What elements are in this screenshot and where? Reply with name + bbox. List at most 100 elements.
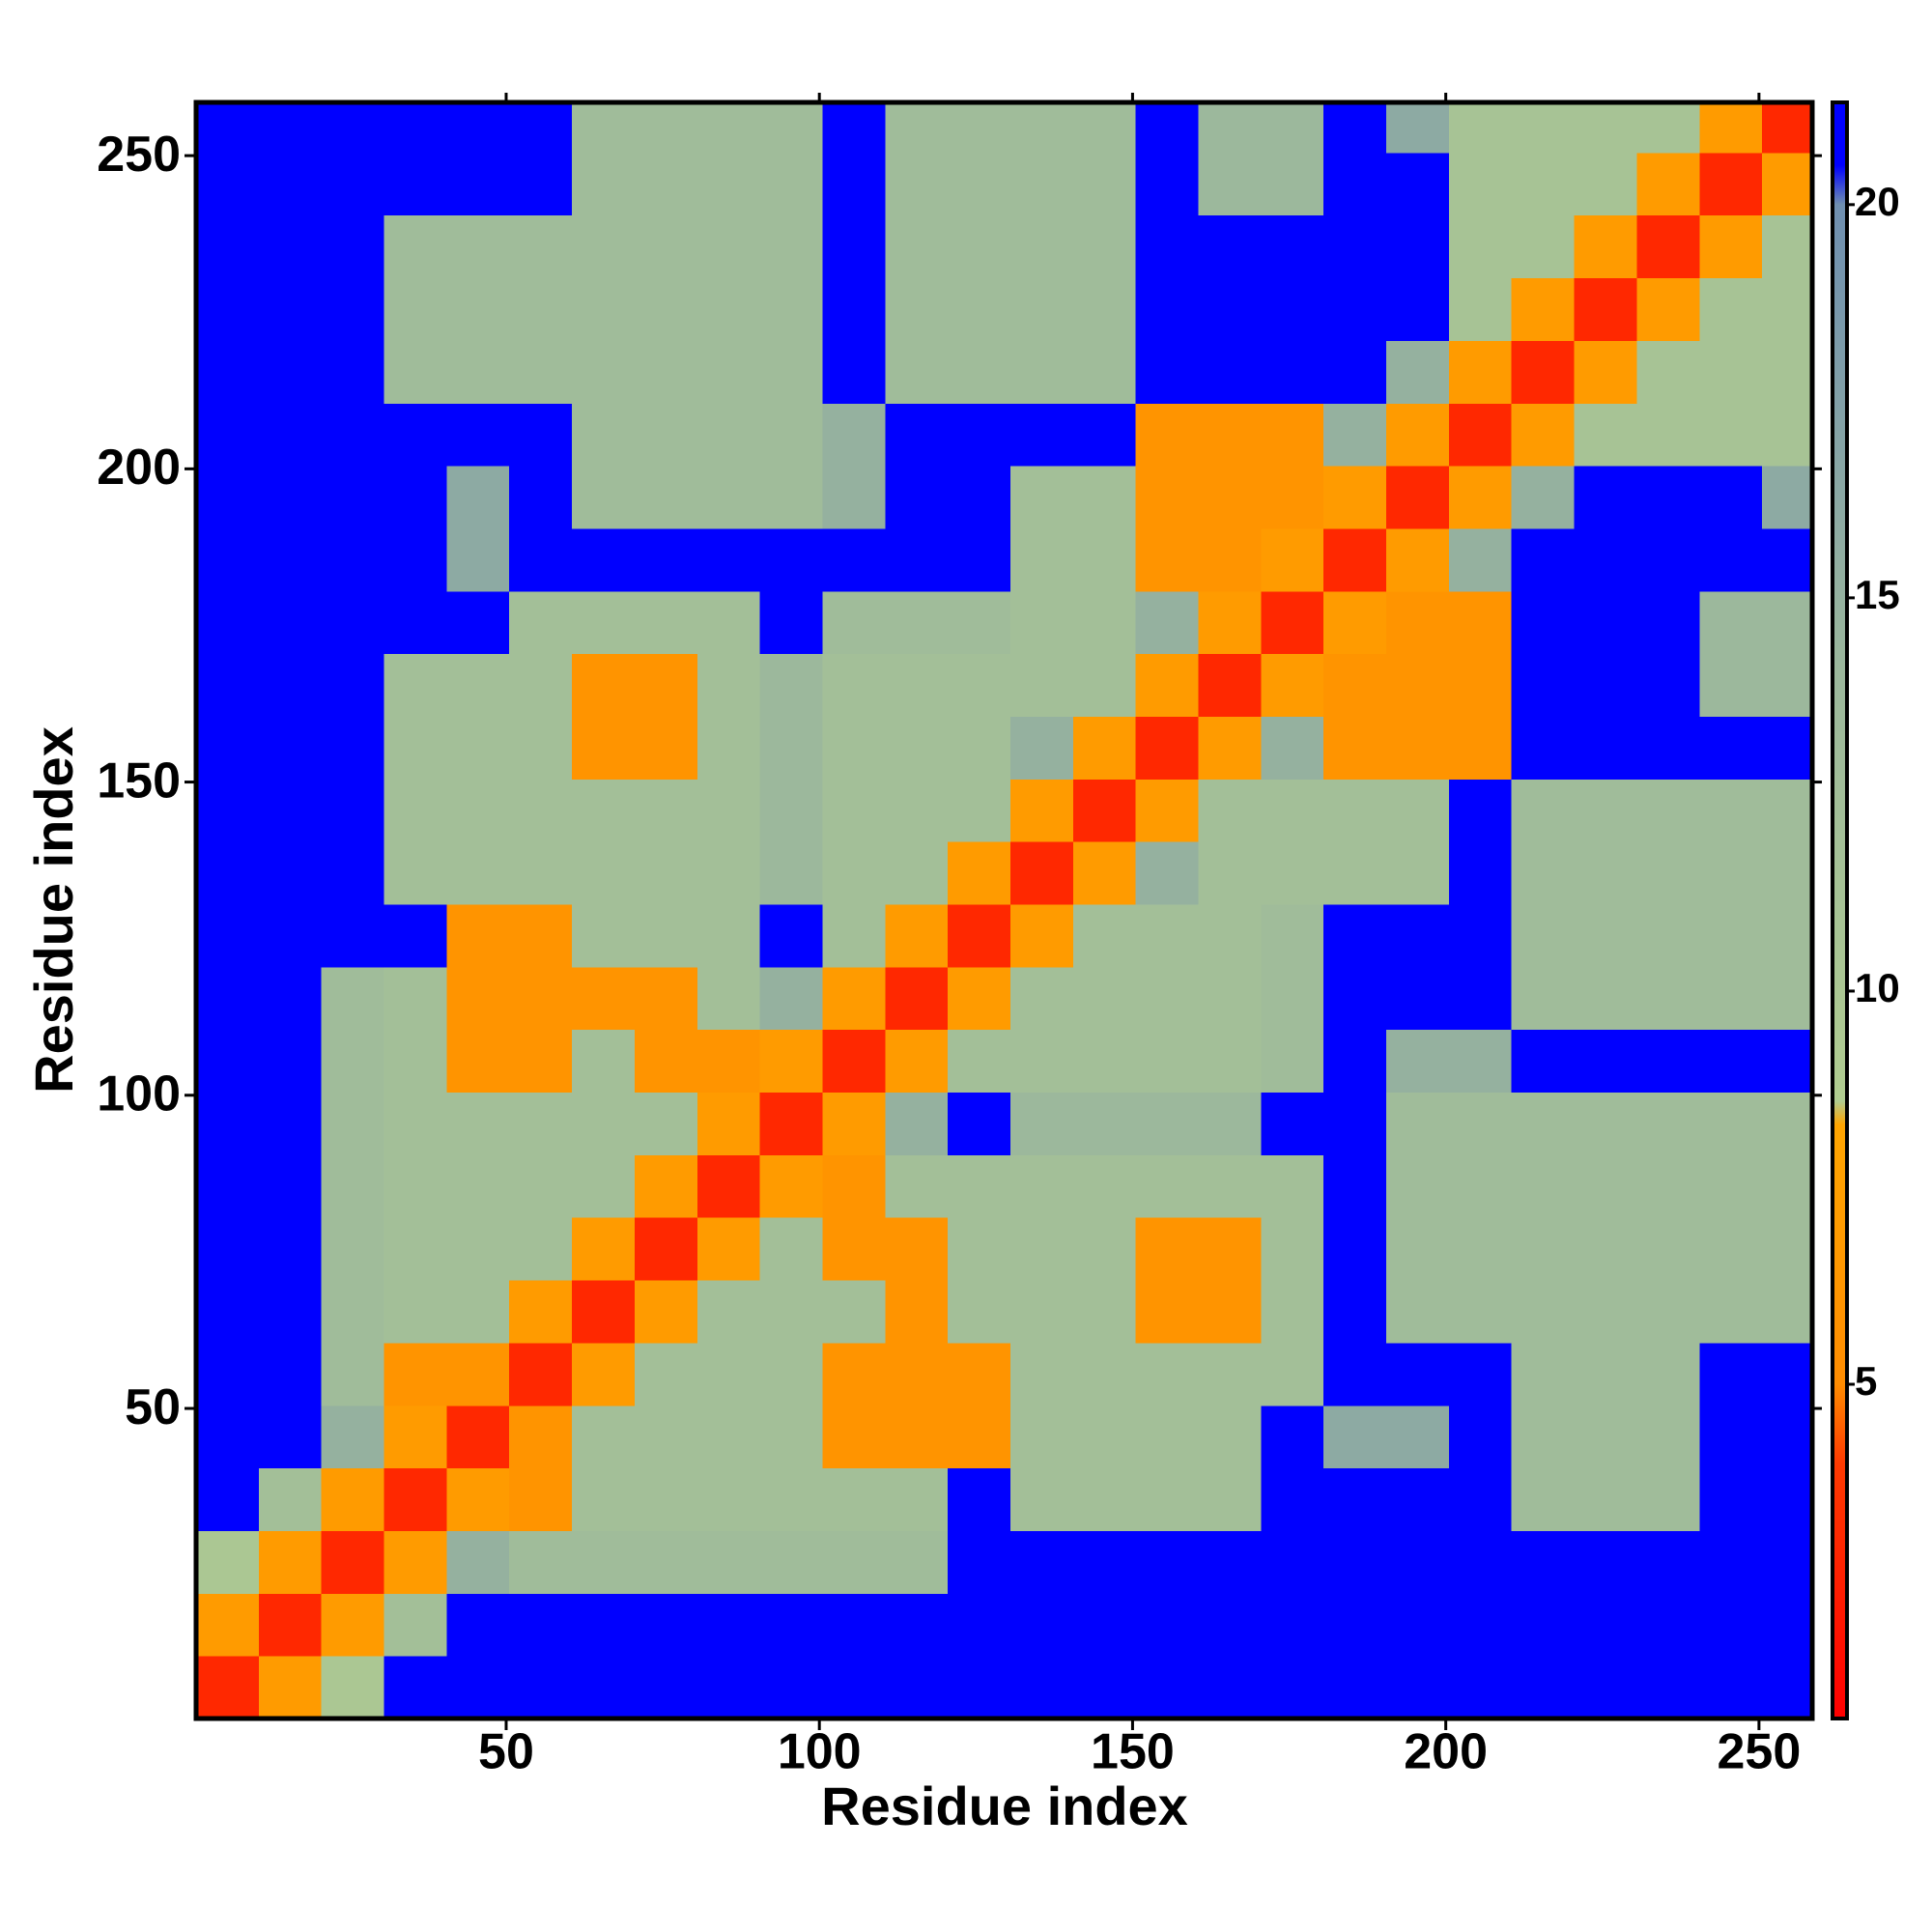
cell [384, 152, 447, 216]
cell [634, 527, 698, 592]
cell [1448, 1029, 1513, 1094]
cell [1323, 590, 1387, 655]
cell [1323, 1467, 1387, 1531]
cell [321, 466, 385, 529]
cell [384, 1154, 447, 1218]
cell [696, 1530, 761, 1594]
cell [509, 841, 573, 905]
cell [1511, 1280, 1576, 1344]
cell [321, 1342, 385, 1406]
cell [1198, 527, 1262, 592]
cell [258, 1530, 323, 1594]
cell [1762, 779, 1813, 842]
cell [1386, 1280, 1450, 1344]
cell [1009, 1467, 1074, 1531]
cell [572, 1154, 636, 1218]
cell [948, 1593, 1011, 1657]
cell [258, 841, 323, 905]
cell [1261, 340, 1324, 404]
cell [1574, 966, 1637, 1031]
cell [384, 403, 447, 467]
cell [196, 1342, 260, 1406]
cell [1511, 1342, 1576, 1406]
cell [634, 340, 698, 404]
cell [1636, 277, 1700, 341]
cell [1448, 1154, 1513, 1218]
cell [759, 1656, 823, 1719]
cell [1323, 466, 1387, 529]
cell [1261, 1342, 1324, 1406]
cell [1636, 1280, 1700, 1344]
cell [1699, 403, 1763, 467]
cell [446, 1593, 510, 1657]
cell [885, 1656, 949, 1719]
cell [1574, 214, 1637, 279]
cell [509, 1467, 573, 1531]
cell [1699, 1280, 1763, 1344]
x-tick-label: 50 [478, 1724, 534, 1780]
cell [1386, 1467, 1450, 1531]
cell [885, 1405, 949, 1469]
cell [1261, 716, 1324, 780]
cell [1699, 590, 1763, 655]
y-tick-label: 250 [97, 127, 181, 183]
cell [1198, 1217, 1262, 1281]
cell [1574, 1280, 1637, 1344]
cell [1009, 966, 1074, 1031]
cell [1261, 1530, 1324, 1594]
cell [1072, 1154, 1137, 1218]
cell [1198, 277, 1262, 341]
cell [1135, 152, 1200, 216]
cell [258, 1154, 323, 1218]
cell [384, 1405, 447, 1469]
cell [885, 340, 949, 404]
cell [572, 214, 636, 279]
cell [321, 1217, 385, 1281]
cell [885, 152, 949, 216]
cell [759, 1593, 823, 1657]
cell [446, 716, 510, 780]
cell [822, 1593, 886, 1657]
cell [1323, 527, 1387, 592]
cell [1198, 1154, 1262, 1218]
cell [1072, 716, 1137, 780]
cell [1386, 340, 1450, 404]
cell [1511, 466, 1576, 529]
cell [696, 403, 761, 467]
cell [1574, 466, 1637, 529]
cell [1386, 779, 1450, 842]
cell [1699, 653, 1763, 717]
cell [1511, 1154, 1576, 1218]
cell [1072, 1029, 1137, 1094]
cell [1511, 904, 1576, 968]
cell [1386, 1342, 1450, 1406]
cell [1135, 1467, 1200, 1531]
cell [196, 1217, 260, 1281]
cell [384, 527, 447, 592]
cell [1511, 1092, 1576, 1155]
cell [1762, 340, 1813, 404]
cell [1135, 716, 1200, 780]
cell [509, 214, 573, 279]
cell [196, 1154, 260, 1218]
cell [1762, 1092, 1813, 1155]
cell [1009, 1530, 1074, 1594]
cell [1511, 1656, 1576, 1719]
cell [759, 1029, 823, 1094]
cell [1386, 527, 1450, 592]
cell [1636, 841, 1700, 905]
cell [1072, 527, 1137, 592]
cell [696, 716, 761, 780]
cell [1762, 1280, 1813, 1344]
cell [1009, 716, 1074, 780]
cell [948, 1280, 1011, 1344]
cell [258, 1656, 323, 1719]
cell [948, 1530, 1011, 1594]
cell [1386, 966, 1450, 1031]
cell [1386, 653, 1450, 717]
cell [384, 102, 447, 154]
cell [1135, 1092, 1200, 1155]
cell [1762, 653, 1813, 717]
cell [1323, 1029, 1387, 1094]
cell [696, 904, 761, 968]
